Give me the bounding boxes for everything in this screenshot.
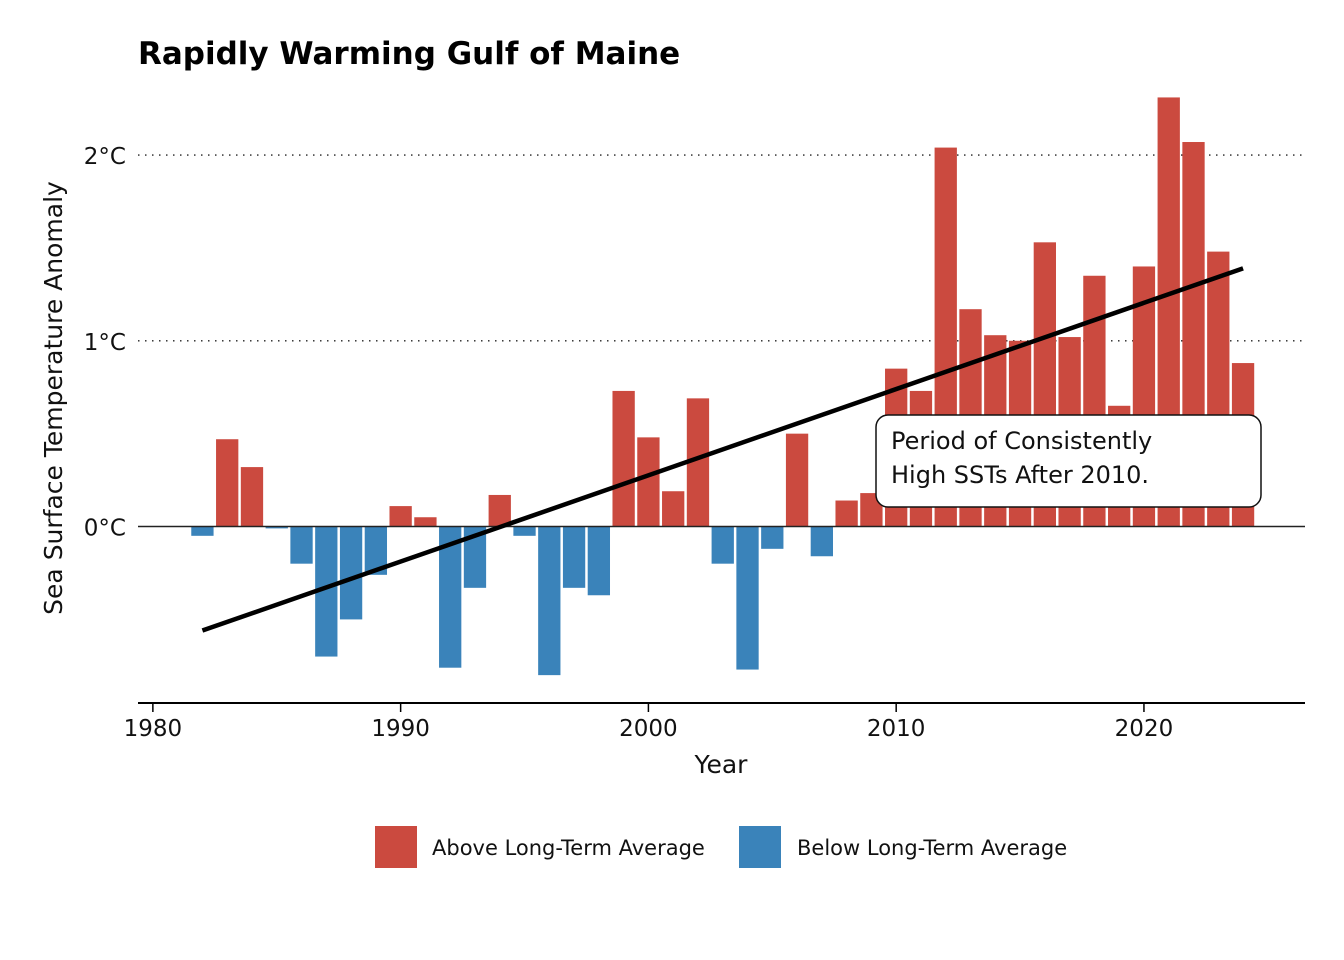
y-axis-title: Sea Surface Temperature Anomaly [39, 181, 68, 615]
y-tick-label-1: 1°C [84, 330, 126, 356]
bar-1995 [513, 526, 536, 536]
annotation-line-2: High SSTs After 2010. [891, 461, 1149, 489]
bar-1991 [414, 517, 437, 527]
legend: Above Long-Term Average Below Long-Term … [375, 826, 1067, 868]
y-tick-label-0: 0°C [84, 516, 126, 542]
bar-1998 [587, 526, 611, 596]
y-tick-label-2: 2°C [84, 144, 126, 170]
bar-1985 [265, 526, 288, 529]
bar-1994 [488, 494, 511, 527]
bar-2001 [662, 491, 685, 527]
bar-2005 [761, 526, 784, 549]
bar-1983 [216, 439, 239, 527]
bar-2007 [810, 526, 833, 557]
bar-2003 [711, 526, 734, 564]
bar-1986 [290, 526, 313, 564]
bar-2000 [637, 437, 660, 527]
x-axis: 1980 1990 2000 2010 2020 [124, 702, 1305, 742]
legend-label-below: Below Long-Term Average [797, 836, 1067, 860]
bars [191, 97, 1255, 676]
bar-1992 [439, 526, 462, 668]
annotation-box [875, 414, 1262, 508]
bar-2002 [686, 398, 710, 527]
bar-2004 [736, 526, 759, 670]
bar-1990 [389, 506, 412, 527]
legend-swatch-above [375, 826, 417, 868]
x-tick-label-2020: 2020 [1115, 716, 1174, 742]
bar-1997 [562, 526, 586, 588]
bar-1989 [364, 526, 388, 575]
bar-1984 [240, 467, 264, 527]
x-tick-label-1990: 1990 [371, 716, 430, 742]
legend-swatch-below [739, 826, 781, 868]
x-axis-title: Year [694, 750, 749, 779]
x-tick-label-2000: 2000 [619, 716, 678, 742]
bar-1982 [191, 526, 214, 536]
y-axis: 0°C 1°C 2°C [84, 144, 126, 542]
legend-label-above: Above Long-Term Average [432, 836, 705, 860]
bar-2006 [785, 433, 809, 527]
chart-title: Rapidly Warming Gulf of Maine [138, 36, 680, 72]
bar-2008 [835, 500, 858, 527]
bar-1987 [315, 526, 338, 657]
trend-line-group [201, 266, 1244, 633]
bar-1993 [463, 526, 487, 588]
trend-line [201, 266, 1244, 633]
bar-1988 [339, 526, 363, 620]
x-tick-label-1980: 1980 [124, 716, 183, 742]
annotation-line-1: Period of Consistently [891, 427, 1152, 455]
bar-1996 [538, 526, 561, 676]
x-tick-label-2010: 2010 [867, 716, 926, 742]
annotation-callout: Period of Consistently High SSTs After 2… [875, 414, 1262, 508]
bar-1999 [612, 390, 635, 527]
gridlines [138, 154, 1305, 342]
